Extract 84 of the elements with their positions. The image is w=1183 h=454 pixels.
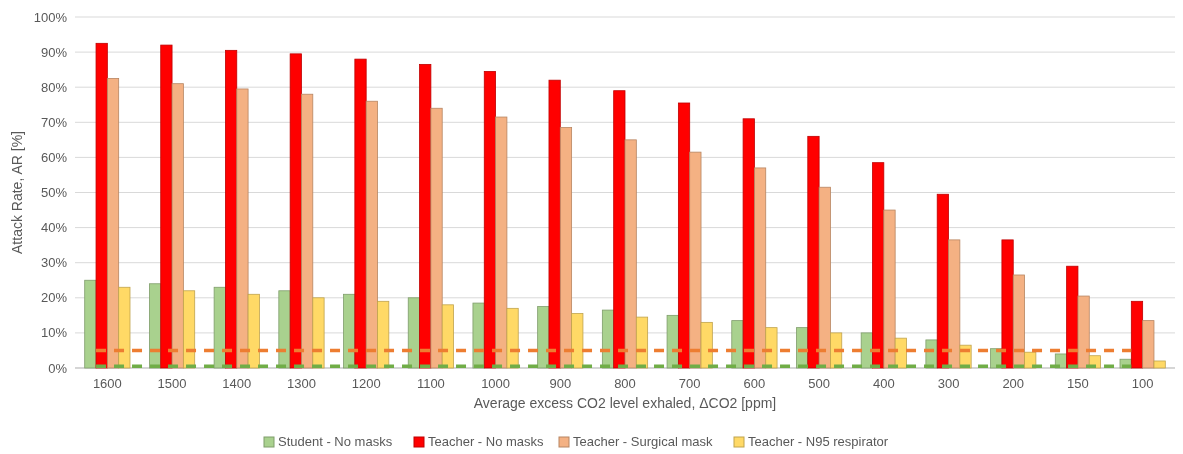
y-tick-label: 90% bbox=[40, 44, 68, 60]
x-tick-label: 1300 bbox=[287, 376, 316, 391]
bar bbox=[289, 53, 302, 369]
bar bbox=[312, 297, 325, 369]
bar bbox=[677, 102, 691, 369]
y-tick-label: 70% bbox=[40, 114, 68, 130]
x-tick-label: 700 bbox=[678, 376, 701, 391]
bar bbox=[354, 58, 367, 369]
y-tick-label: 40% bbox=[40, 220, 68, 236]
y-tick-label: 80% bbox=[40, 79, 68, 95]
bar bbox=[742, 118, 755, 369]
bar bbox=[948, 239, 961, 369]
x-tick-label: 900 bbox=[549, 376, 572, 391]
y-tick-label: 30% bbox=[40, 255, 68, 271]
bar bbox=[182, 290, 196, 369]
bar bbox=[247, 293, 260, 369]
bar bbox=[689, 151, 702, 369]
bar bbox=[754, 167, 767, 369]
bar bbox=[1142, 320, 1155, 369]
bar bbox=[171, 83, 184, 369]
x-tick-label: 800 bbox=[614, 376, 636, 391]
y-axis-title: Attack Rate, AR [%] bbox=[9, 131, 25, 254]
bar bbox=[225, 49, 238, 369]
bar bbox=[872, 162, 885, 369]
x-tick-label: 1500 bbox=[157, 376, 187, 391]
x-tick-label: 500 bbox=[808, 376, 830, 391]
x-axis-title: Average excess CO2 level exhaled, ΔCO2 [ppm] bbox=[473, 395, 777, 411]
bar bbox=[883, 209, 896, 369]
bar bbox=[95, 42, 108, 369]
x-tick-label: 600 bbox=[743, 376, 766, 391]
legend-label: Teacher - No masks bbox=[428, 434, 545, 449]
bar bbox=[1012, 274, 1025, 369]
bar bbox=[441, 304, 454, 369]
x-tick-label: 1200 bbox=[351, 376, 381, 391]
y-tick-label: 0% bbox=[48, 360, 68, 376]
bar bbox=[1130, 300, 1144, 369]
bar bbox=[624, 139, 637, 369]
bar bbox=[106, 78, 120, 369]
bar bbox=[419, 63, 432, 369]
x-tick-label: 1400 bbox=[222, 376, 252, 391]
bar bbox=[506, 307, 519, 369]
bar bbox=[430, 107, 443, 369]
legend-label: Teacher - Surgical mask bbox=[573, 434, 713, 449]
y-tick-label: 60% bbox=[40, 149, 68, 165]
bar bbox=[213, 286, 226, 369]
bar bbox=[936, 193, 949, 369]
bar bbox=[301, 93, 314, 369]
bar bbox=[472, 302, 485, 369]
bar bbox=[236, 88, 249, 369]
x-tick-label: 1000 bbox=[481, 376, 511, 391]
bar bbox=[571, 313, 584, 369]
bar bbox=[118, 286, 131, 369]
bar bbox=[1001, 239, 1014, 369]
bar bbox=[559, 127, 573, 369]
x-tick-label: 100 bbox=[1131, 376, 1154, 391]
bar bbox=[1153, 360, 1166, 369]
y-tick-label: 50% bbox=[40, 185, 68, 201]
legend-label: Student - No masks bbox=[278, 434, 393, 449]
bar bbox=[1066, 265, 1079, 369]
x-tick-label: 1600 bbox=[92, 376, 122, 391]
x-tick-label: 400 bbox=[872, 376, 895, 391]
bar bbox=[365, 100, 378, 369]
bar bbox=[495, 116, 508, 369]
legend-label: Teacher - N95 respirator bbox=[748, 434, 889, 449]
x-tick-label: 300 bbox=[937, 376, 960, 391]
y-tick-label: 20% bbox=[40, 290, 68, 306]
bar bbox=[894, 337, 907, 369]
y-tick-label: 10% bbox=[40, 325, 68, 341]
bar bbox=[483, 71, 496, 369]
bar bbox=[1024, 351, 1037, 369]
bar bbox=[548, 79, 561, 369]
bar bbox=[377, 300, 390, 369]
x-tick-label: 200 bbox=[1002, 376, 1025, 391]
bar bbox=[666, 314, 679, 369]
bar bbox=[807, 135, 820, 369]
bar bbox=[700, 321, 713, 369]
bar bbox=[1077, 295, 1090, 369]
bar bbox=[818, 186, 831, 369]
y-tick-label: 100% bbox=[33, 9, 68, 25]
bar bbox=[84, 279, 97, 369]
x-tick-label: 1100 bbox=[416, 376, 445, 391]
x-tick-label: 150 bbox=[1067, 376, 1089, 391]
bar bbox=[160, 44, 173, 369]
bar bbox=[613, 90, 626, 369]
